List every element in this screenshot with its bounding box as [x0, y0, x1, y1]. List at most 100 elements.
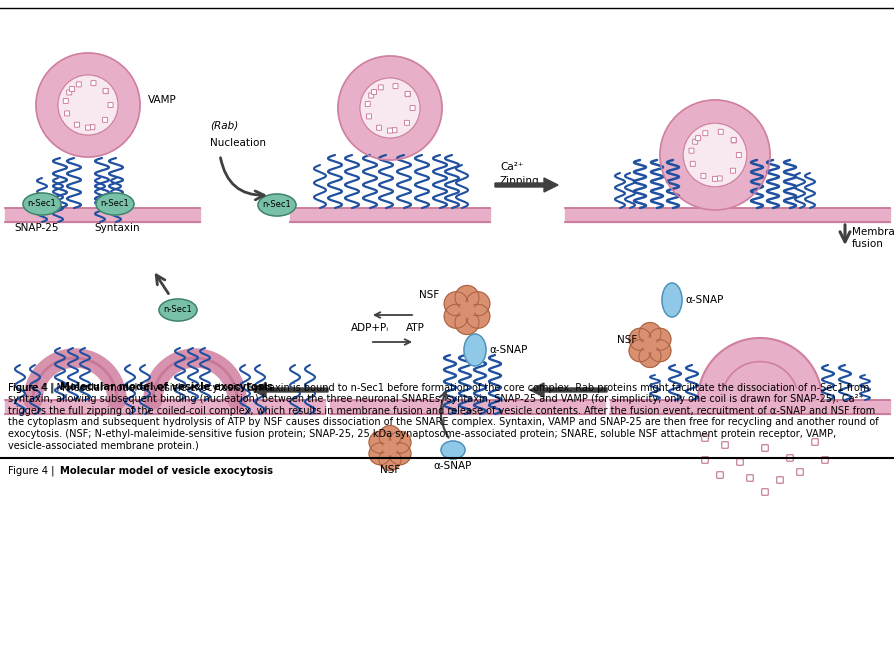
FancyBboxPatch shape	[74, 122, 80, 127]
Circle shape	[338, 56, 442, 160]
Text: Figure 4 |: Figure 4 |	[8, 466, 57, 477]
Circle shape	[389, 443, 410, 465]
FancyBboxPatch shape	[108, 103, 113, 108]
Circle shape	[628, 328, 650, 350]
Ellipse shape	[96, 193, 134, 215]
FancyBboxPatch shape	[811, 439, 817, 445]
FancyBboxPatch shape	[89, 125, 95, 130]
Text: n-Sec1: n-Sec1	[164, 306, 192, 315]
FancyBboxPatch shape	[689, 161, 695, 167]
Text: (Rab): (Rab)	[210, 120, 238, 130]
Circle shape	[378, 449, 401, 470]
Text: Nucleation: Nucleation	[210, 138, 266, 148]
Text: NSF: NSF	[379, 465, 400, 475]
Text: ATP: ATP	[405, 323, 424, 333]
Circle shape	[454, 285, 478, 310]
Text: Syntaxin: Syntaxin	[94, 223, 139, 233]
FancyArrow shape	[529, 383, 606, 397]
FancyBboxPatch shape	[103, 89, 108, 93]
Text: Figure 4 |: Figure 4 |	[8, 382, 57, 392]
FancyBboxPatch shape	[730, 138, 736, 142]
FancyBboxPatch shape	[70, 87, 74, 91]
Circle shape	[389, 431, 410, 453]
FancyBboxPatch shape	[796, 469, 802, 475]
FancyBboxPatch shape	[376, 125, 381, 130]
Text: α-SNAP: α-SNAP	[434, 461, 472, 471]
FancyBboxPatch shape	[701, 456, 707, 463]
Circle shape	[368, 431, 391, 453]
Text: ADP+Pᵢ: ADP+Pᵢ	[350, 323, 389, 333]
Text: α-SNAP: α-SNAP	[488, 345, 527, 355]
Polygon shape	[697, 338, 821, 400]
Bar	[290, 208, 489, 222]
FancyBboxPatch shape	[718, 129, 722, 135]
Text: n-Sec1: n-Sec1	[100, 200, 130, 208]
FancyBboxPatch shape	[712, 176, 717, 182]
FancyBboxPatch shape	[730, 168, 735, 173]
Bar	[564, 208, 889, 222]
FancyBboxPatch shape	[700, 174, 705, 178]
FancyBboxPatch shape	[736, 459, 742, 465]
FancyBboxPatch shape	[387, 128, 392, 133]
Text: Figure 4 | Molecular model of vesicle exocytosis. Syntaxin is bound to n-Sec1 be: Figure 4 | Molecular model of vesicle ex…	[8, 382, 878, 451]
Circle shape	[460, 303, 474, 317]
Circle shape	[648, 340, 670, 362]
FancyBboxPatch shape	[404, 120, 409, 125]
Circle shape	[648, 328, 670, 350]
FancyBboxPatch shape	[761, 445, 767, 451]
Circle shape	[628, 340, 650, 362]
Text: Molecular model of vesicle exocytosis: Molecular model of vesicle exocytosis	[60, 382, 273, 392]
FancyBboxPatch shape	[365, 101, 370, 106]
Text: NSF: NSF	[616, 335, 637, 345]
Circle shape	[682, 123, 746, 187]
Circle shape	[368, 443, 391, 465]
Circle shape	[465, 292, 489, 316]
FancyBboxPatch shape	[103, 88, 108, 93]
FancyBboxPatch shape	[368, 93, 374, 98]
FancyBboxPatch shape	[716, 176, 721, 181]
Ellipse shape	[662, 283, 681, 317]
Bar	[5, 208, 199, 222]
Bar	[5, 400, 325, 414]
FancyBboxPatch shape	[746, 475, 753, 481]
FancyBboxPatch shape	[688, 148, 693, 153]
Text: NSF: NSF	[418, 290, 439, 300]
FancyBboxPatch shape	[702, 131, 707, 136]
FancyBboxPatch shape	[701, 435, 707, 441]
FancyBboxPatch shape	[405, 91, 409, 97]
Ellipse shape	[257, 194, 296, 216]
Circle shape	[659, 100, 769, 210]
FancyBboxPatch shape	[721, 441, 728, 448]
Bar	[610, 400, 889, 414]
Ellipse shape	[23, 193, 61, 215]
Text: Ca²⁺: Ca²⁺	[500, 162, 523, 172]
Text: n-Sec1: n-Sec1	[262, 200, 291, 210]
FancyBboxPatch shape	[91, 80, 96, 86]
Bar	[330, 400, 604, 414]
FancyBboxPatch shape	[371, 89, 376, 95]
Text: Zipping: Zipping	[500, 176, 539, 186]
Circle shape	[638, 345, 661, 368]
FancyBboxPatch shape	[67, 90, 72, 95]
FancyBboxPatch shape	[736, 153, 740, 157]
Ellipse shape	[463, 334, 485, 366]
FancyBboxPatch shape	[761, 488, 767, 495]
Circle shape	[638, 323, 661, 345]
FancyArrow shape	[252, 383, 327, 397]
Text: VAMP: VAMP	[148, 95, 176, 105]
FancyBboxPatch shape	[821, 456, 827, 463]
FancyBboxPatch shape	[378, 85, 383, 90]
Circle shape	[465, 304, 489, 328]
Text: α-SNAP: α-SNAP	[684, 295, 722, 305]
FancyBboxPatch shape	[405, 91, 409, 97]
Text: n-Sec1: n-Sec1	[28, 200, 56, 208]
FancyBboxPatch shape	[730, 138, 736, 143]
FancyBboxPatch shape	[392, 127, 396, 133]
Circle shape	[443, 304, 468, 328]
FancyBboxPatch shape	[63, 99, 68, 103]
FancyBboxPatch shape	[367, 114, 371, 119]
Text: Membrane
fusion: Membrane fusion	[851, 227, 894, 249]
Circle shape	[58, 75, 118, 135]
FancyBboxPatch shape	[716, 471, 722, 478]
FancyBboxPatch shape	[692, 139, 696, 144]
